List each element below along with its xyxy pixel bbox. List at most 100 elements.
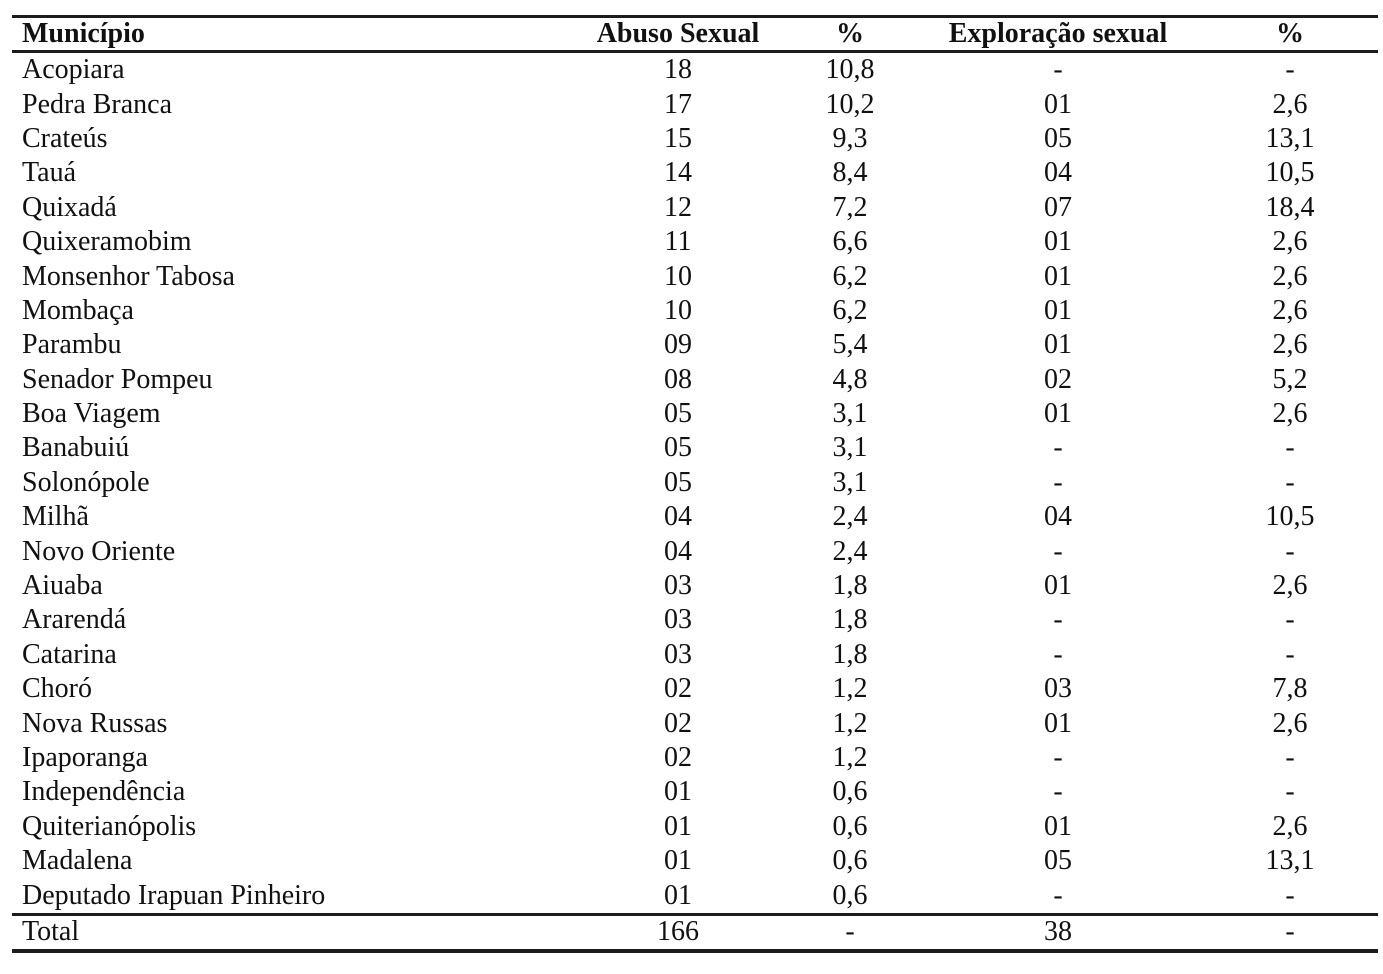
exploracao-sexual-percent: - bbox=[1285, 535, 1295, 567]
abuso-sexual-percent: 6,2 bbox=[832, 260, 868, 292]
abuso-sexual-percent: 4,8 bbox=[832, 363, 868, 395]
abuso-sexual-count: 10 bbox=[664, 260, 692, 292]
exploracao-sexual-count: - bbox=[1053, 638, 1063, 670]
table-row: Tauá 14 8,4 04 10,5 bbox=[12, 156, 1378, 190]
abuso-sexual-percent: 8,4 bbox=[832, 157, 868, 189]
abuso-sexual-count: 02 bbox=[664, 742, 692, 773]
municipality-name: Aiuaba bbox=[22, 570, 103, 602]
abuso-sexual-percent: 10,8 bbox=[825, 54, 875, 86]
abuso-sexual-count: 01 bbox=[664, 776, 692, 808]
municipality-name: Quixeramobim bbox=[22, 226, 192, 258]
exploracao-sexual-percent: 2,6 bbox=[1272, 707, 1308, 739]
table-row: Banabuiú 05 3,1 - - bbox=[12, 431, 1378, 465]
exploracao-sexual-percent: - bbox=[1285, 604, 1295, 636]
exploracao-sexual-percent: 2,6 bbox=[1272, 88, 1308, 120]
exploracao-sexual-percent: 2,6 bbox=[1272, 398, 1308, 430]
abuso-sexual-count: 03 bbox=[664, 604, 692, 636]
table-row: Mombaça 10 6,2 01 2,6 bbox=[12, 294, 1378, 328]
abuso-sexual-percent: 7,2 bbox=[832, 191, 868, 223]
exploracao-sexual-count: 05 bbox=[1044, 122, 1072, 154]
exploracao-sexual-count: - bbox=[1053, 776, 1063, 808]
total-exploracao-percent: - bbox=[1202, 912, 1378, 953]
municipality-name: Senador Pompeu bbox=[22, 363, 213, 395]
table-row: Solonópole 05 3,1 - - bbox=[12, 466, 1378, 500]
exploracao-sexual-percent: 5,2 bbox=[1272, 363, 1308, 395]
exploracao-sexual-count: - bbox=[1053, 432, 1063, 464]
total-row: Total 166 - 38 - bbox=[12, 912, 1378, 953]
total-label: Total bbox=[12, 912, 570, 953]
exploracao-sexual-count: 01 bbox=[1044, 294, 1072, 326]
exploracao-sexual-percent: - bbox=[1285, 54, 1295, 86]
municipality-name: Acopiara bbox=[22, 54, 125, 86]
exploracao-sexual-count: - bbox=[1053, 742, 1063, 773]
municipality-name: Quiterianópolis bbox=[22, 810, 197, 842]
table-body: Acopiara 18 10,8- - Pedra Branca 17 10,2 01 2,6 C… bbox=[12, 52, 1378, 915]
abuso-sexual-percent: 5,4 bbox=[832, 329, 868, 361]
abuso-sexual-count: 12 bbox=[664, 191, 692, 223]
table-row: Senador Pompeu 08 4,8 02 5,2 bbox=[12, 363, 1378, 397]
exploracao-sexual-count: 01 bbox=[1044, 260, 1072, 292]
exploracao-sexual-percent: 2,6 bbox=[1272, 810, 1308, 842]
exploracao-sexual-count: 01 bbox=[1044, 810, 1072, 842]
abuso-sexual-count: 14 bbox=[664, 157, 692, 189]
exploracao-sexual-count: - bbox=[1053, 535, 1063, 567]
total-exploracao-sexual: 38 bbox=[914, 912, 1202, 953]
abuso-sexual-count: 08 bbox=[664, 363, 692, 395]
municipality-name: Deputado Irapuan Pinheiro bbox=[22, 879, 326, 911]
column-header-exploracao-percent: % bbox=[1202, 15, 1378, 53]
table-row: Catarina 03 1,8 - - bbox=[12, 638, 1378, 672]
abuso-sexual-percent: 6,6 bbox=[832, 226, 868, 258]
table-row: Novo Oriente 04 2,4 - - bbox=[12, 534, 1378, 568]
table-row: Boa Viagem 05 3,1 01 2,6 bbox=[12, 397, 1378, 431]
exploracao-sexual-count: 02 bbox=[1044, 363, 1072, 395]
abuso-sexual-percent: 2,4 bbox=[832, 535, 868, 567]
abuso-sexual-count: 05 bbox=[664, 432, 692, 464]
abuso-sexual-percent: 10,2 bbox=[825, 88, 875, 120]
table-row: Deputado Irapuan Pinheiro 01 0,6 - - bbox=[12, 878, 1378, 914]
municipality-name: Milhã bbox=[22, 501, 89, 533]
table-row: Independência 01 0,6 - - bbox=[12, 775, 1378, 809]
exploracao-sexual-count: - bbox=[1053, 466, 1063, 498]
abuso-sexual-count: 01 bbox=[664, 810, 692, 842]
exploracao-sexual-count: 01 bbox=[1044, 707, 1072, 739]
municipality-name: Monsenhor Tabosa bbox=[22, 260, 235, 292]
abuso-sexual-percent: 3,1 bbox=[832, 466, 868, 498]
table-row: Crateús 15 9,3 05 13,1 bbox=[12, 122, 1378, 156]
exploracao-sexual-percent: 10,5 bbox=[1265, 501, 1315, 533]
municipality-name: Crateús bbox=[22, 122, 108, 154]
municipality-name: Mombaça bbox=[22, 294, 134, 326]
abuso-sexual-count: 18 bbox=[664, 54, 692, 86]
abuso-sexual-count: 03 bbox=[664, 570, 692, 602]
table-row: Acopiara 18 10,8 - - bbox=[12, 52, 1378, 88]
abuso-sexual-count: 17 bbox=[664, 88, 692, 120]
column-header-abuso-percent: % bbox=[786, 15, 914, 53]
abuso-sexual-percent: 0,6 bbox=[832, 845, 868, 877]
exploracao-sexual-count: 01 bbox=[1044, 329, 1072, 361]
abuso-sexual-count: 05 bbox=[664, 398, 692, 430]
abuso-sexual-percent: 9,3 bbox=[832, 122, 868, 154]
municipality-name: Quixadá bbox=[22, 191, 117, 223]
municipality-name: Madalena bbox=[22, 845, 133, 877]
exploracao-sexual-percent: 13,1 bbox=[1265, 122, 1315, 154]
municipality-name: Catarina bbox=[22, 638, 117, 670]
municipality-name: Solonópole bbox=[22, 466, 150, 498]
table-row: Ipaporanga 02 1,2 - - bbox=[12, 741, 1378, 775]
exploracao-sexual-percent: 2,6 bbox=[1272, 294, 1308, 326]
table-row: Nova Russas 02 1,2 01 2,6 bbox=[12, 706, 1378, 740]
abuso-sexual-percent: 0,6 bbox=[832, 879, 868, 911]
column-header-exploracao-sexual: Exploração sexual bbox=[914, 15, 1202, 53]
table-footer: Total 166 - 38 - bbox=[12, 912, 1378, 953]
exploracao-sexual-percent: - bbox=[1285, 879, 1295, 911]
abuso-sexual-count: 04 bbox=[664, 535, 692, 567]
total-abuso-percent: - bbox=[786, 912, 914, 953]
exploracao-sexual-percent: 7,8 bbox=[1272, 673, 1308, 705]
abuso-sexual-percent: 1,8 bbox=[832, 638, 868, 670]
abuso-sexual-percent: 1,2 bbox=[832, 742, 868, 773]
exploracao-sexual-count: 03 bbox=[1044, 673, 1072, 705]
abuso-sexual-percent: 3,1 bbox=[832, 398, 868, 430]
exploracao-sexual-percent: 13,1 bbox=[1265, 845, 1315, 877]
exploracao-sexual-percent: - bbox=[1285, 466, 1295, 498]
municipality-name: Banabuiú bbox=[22, 432, 130, 464]
column-header-municipio: Município bbox=[12, 15, 570, 53]
municipality-name: Ararendá bbox=[22, 604, 127, 636]
